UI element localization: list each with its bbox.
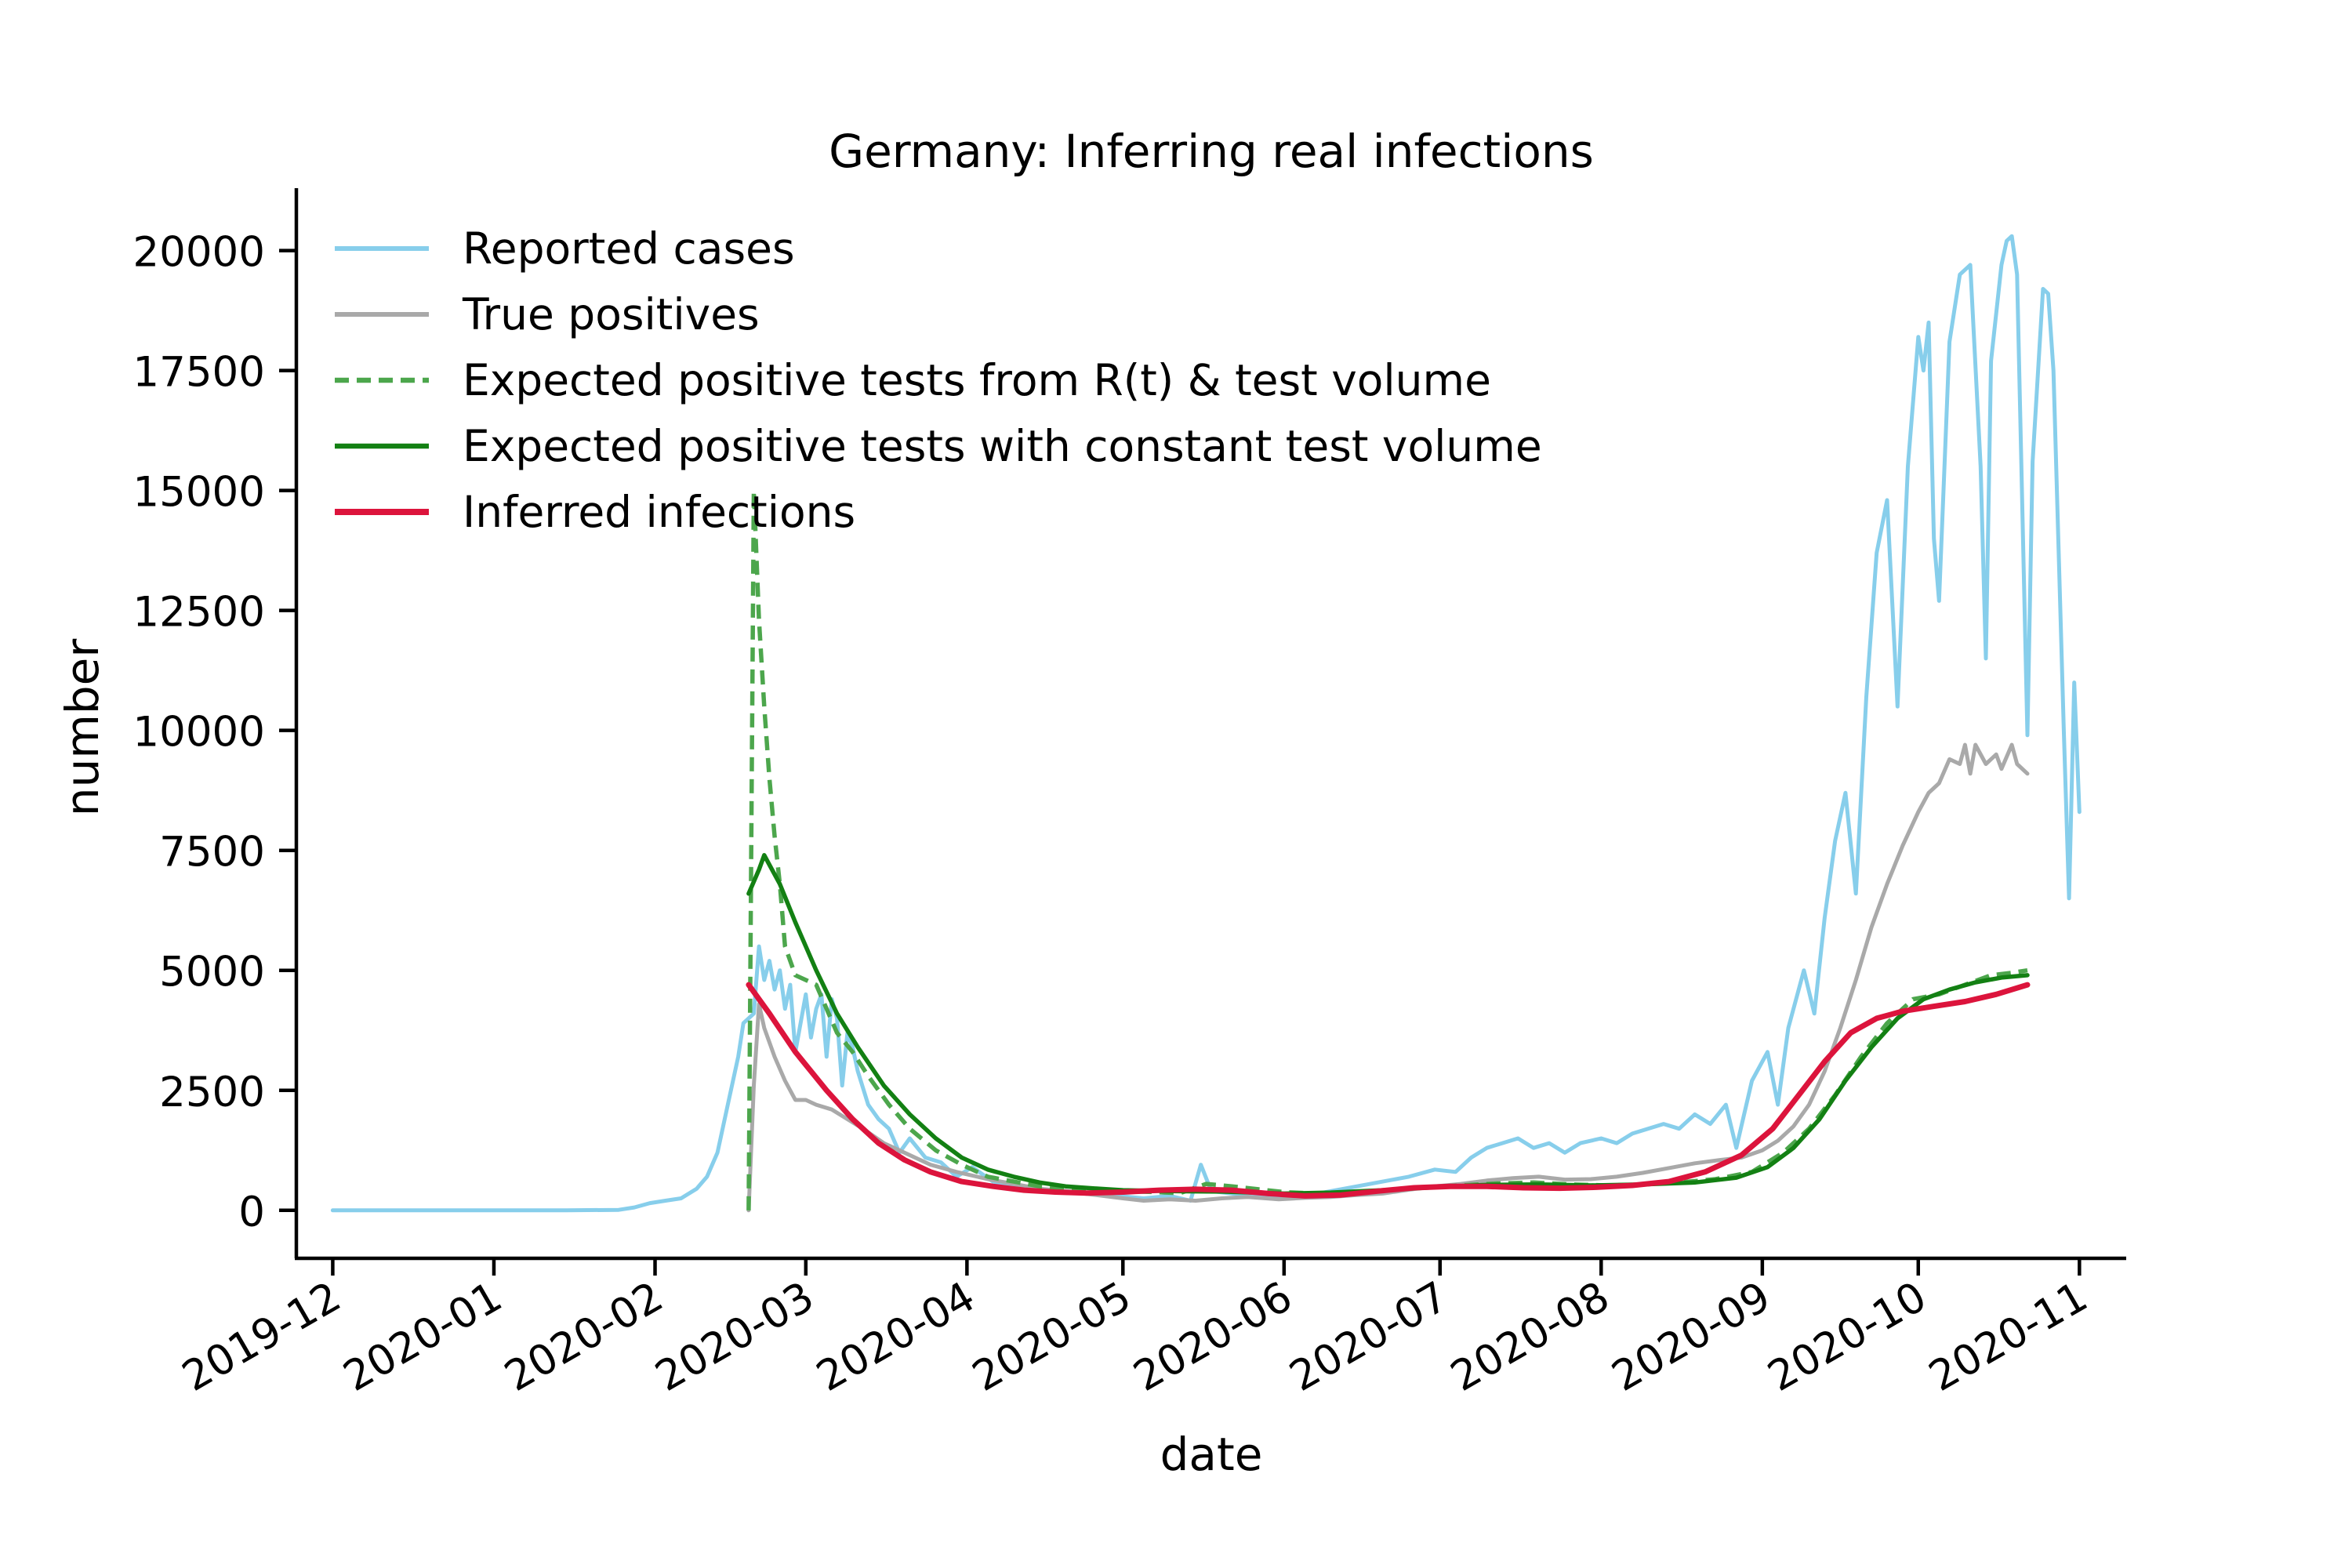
y-tick-label: 12500 — [132, 589, 265, 637]
chart-title: Germany: Inferring real infections — [829, 125, 1594, 178]
legend-label: Expected positive tests with constant te… — [463, 421, 1542, 471]
legend-label: Expected positive tests from R(t) & test… — [463, 355, 1491, 405]
y-axis-ticks: 0 2500 5000 7500 10000 12500 15000 17500 20000 — [132, 229, 296, 1236]
y-tick-label: 20000 — [132, 229, 265, 277]
legend-label: True positives — [462, 289, 760, 339]
series-line-1 — [330, 234, 2082, 1213]
y-tick-label: 17500 — [132, 349, 265, 397]
series-lines — [330, 234, 2082, 1213]
y-tick-label: 15000 — [132, 469, 265, 517]
legend: Reported cases True positives Expected pos… — [335, 223, 1542, 537]
x-axis-label: date — [1160, 1428, 1263, 1481]
y-axis-label: number — [56, 639, 109, 817]
legend-label: Reported cases — [463, 223, 795, 274]
y-tick-label: 10000 — [132, 709, 265, 757]
legend-label: Inferred infections — [463, 487, 855, 537]
y-tick-label: 7500 — [159, 829, 265, 877]
series-line-5 — [746, 982, 2031, 1199]
y-tick-label: 2500 — [159, 1069, 265, 1116]
y-tick-label: 0 — [238, 1189, 265, 1236]
y-tick-label: 5000 — [159, 949, 265, 996]
